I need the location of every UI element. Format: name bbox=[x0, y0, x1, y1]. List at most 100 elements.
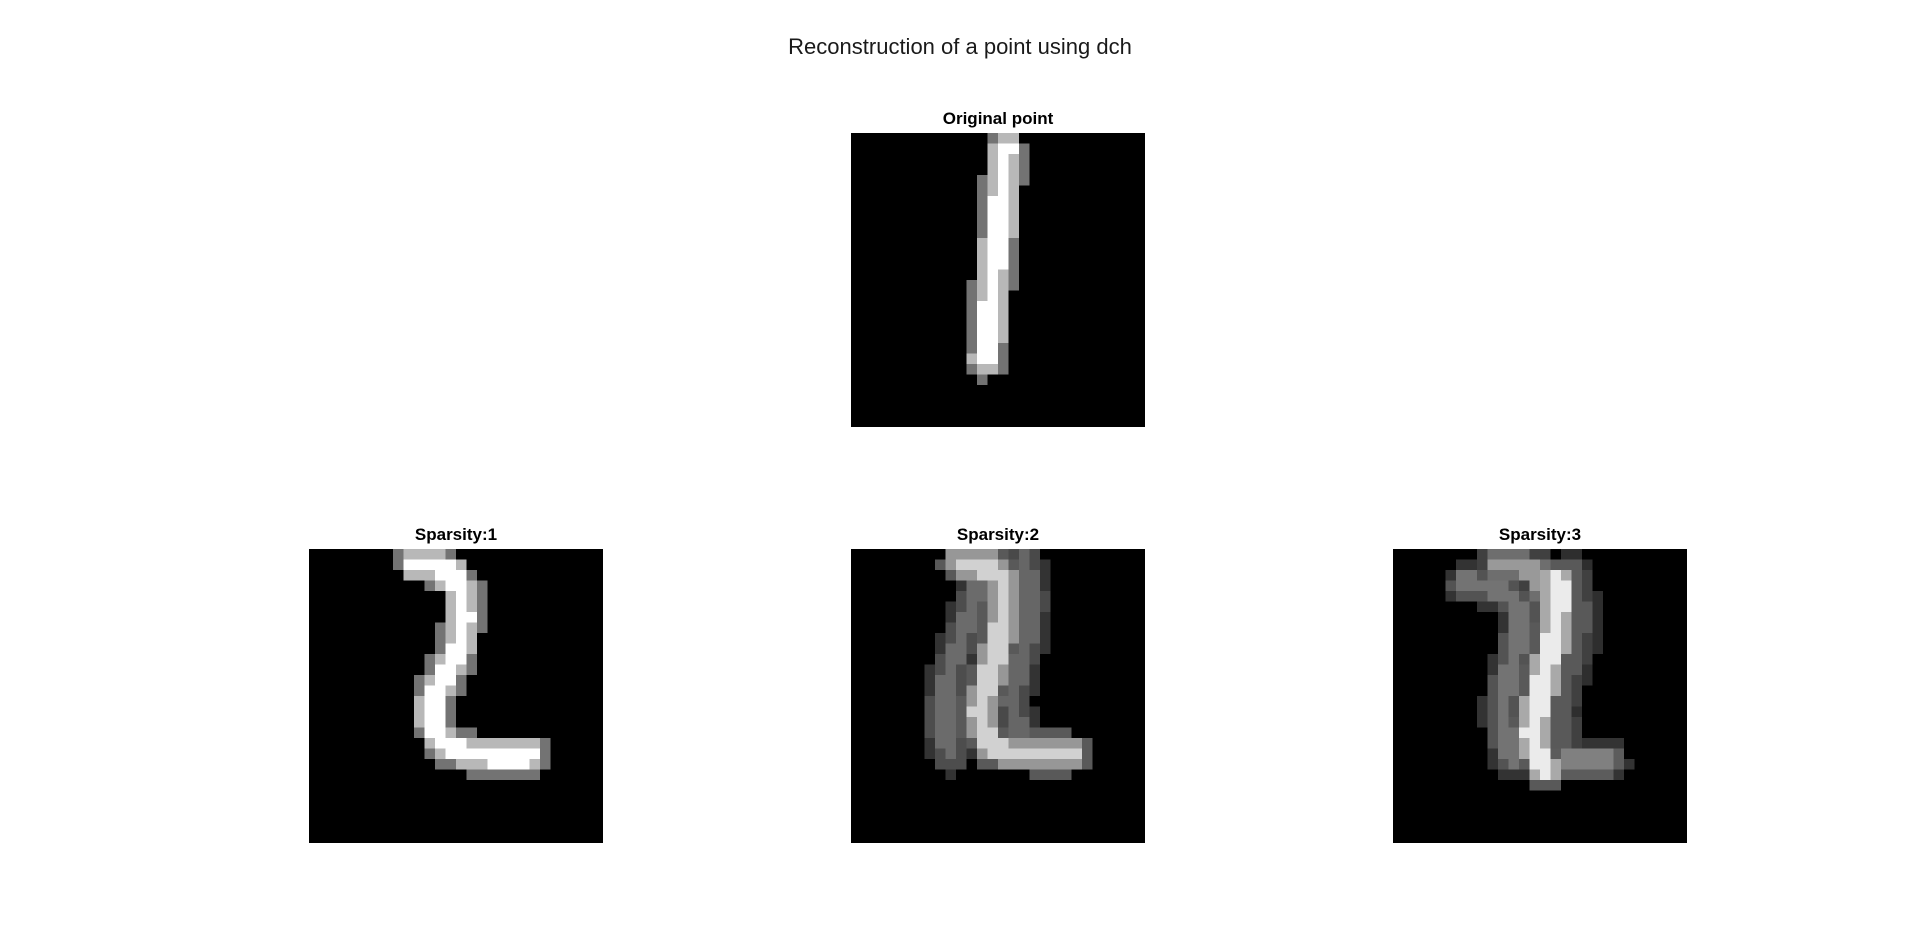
pixel bbox=[1592, 738, 1604, 749]
pixel bbox=[414, 675, 425, 686]
pixel bbox=[966, 290, 978, 302]
pixel bbox=[456, 559, 467, 571]
pixel bbox=[987, 290, 999, 302]
pixel bbox=[487, 759, 499, 770]
pixel bbox=[945, 675, 957, 686]
pixel bbox=[1008, 133, 1020, 144]
pixel bbox=[435, 727, 446, 739]
pixel bbox=[529, 748, 541, 760]
pixel bbox=[456, 570, 467, 581]
pixel bbox=[1582, 591, 1593, 602]
pixel bbox=[977, 290, 988, 302]
pixel bbox=[1477, 549, 1488, 560]
pixel bbox=[998, 164, 1009, 176]
pixel bbox=[1592, 748, 1604, 760]
pixel bbox=[1519, 559, 1530, 571]
pixel bbox=[977, 559, 988, 571]
pixel bbox=[987, 259, 999, 270]
pixel bbox=[977, 654, 988, 665]
pixel bbox=[477, 601, 488, 613]
pixel bbox=[414, 727, 425, 739]
pixel bbox=[966, 332, 978, 344]
pixel bbox=[998, 748, 1009, 760]
pixel bbox=[945, 769, 957, 781]
pixel bbox=[435, 664, 446, 676]
pixel bbox=[945, 643, 957, 655]
pixel bbox=[1550, 612, 1562, 623]
pixel bbox=[1540, 727, 1551, 739]
pixel bbox=[977, 622, 988, 634]
pixel bbox=[987, 322, 999, 333]
pixel bbox=[477, 748, 488, 760]
pixel bbox=[1561, 549, 1572, 560]
pixel bbox=[1487, 591, 1499, 602]
pixel bbox=[1582, 643, 1593, 655]
pixel bbox=[956, 664, 967, 676]
pixel bbox=[435, 570, 446, 581]
pixel bbox=[1019, 622, 1030, 634]
pixel bbox=[1029, 591, 1041, 602]
pixel bbox=[456, 685, 467, 697]
pixel bbox=[998, 280, 1009, 291]
pixel bbox=[998, 343, 1009, 354]
pixel bbox=[1561, 643, 1572, 655]
pixel bbox=[1029, 654, 1041, 665]
pixel bbox=[1529, 769, 1541, 781]
pixel bbox=[956, 727, 967, 739]
pixel bbox=[1582, 622, 1593, 634]
pixel bbox=[435, 685, 446, 697]
pixel bbox=[987, 591, 999, 602]
pixel bbox=[956, 580, 967, 592]
pixel bbox=[1540, 591, 1551, 602]
pixel bbox=[1529, 622, 1541, 634]
pixel bbox=[998, 591, 1009, 602]
pixel bbox=[977, 269, 988, 281]
pixel bbox=[1008, 759, 1020, 770]
pixel bbox=[1561, 633, 1572, 644]
pixel bbox=[445, 633, 457, 644]
pixel bbox=[435, 706, 446, 718]
pixel bbox=[977, 374, 988, 386]
pixel bbox=[414, 570, 425, 581]
pixel bbox=[424, 717, 436, 728]
pixel bbox=[945, 570, 957, 581]
pixel bbox=[924, 706, 936, 718]
pixel bbox=[1008, 622, 1020, 634]
pixel bbox=[1550, 654, 1562, 665]
pixel bbox=[956, 549, 967, 560]
pixel bbox=[987, 133, 999, 144]
pixel bbox=[1498, 559, 1509, 571]
pixel bbox=[1571, 622, 1583, 634]
pixel bbox=[1519, 664, 1530, 676]
pixel bbox=[1519, 738, 1530, 749]
pixel bbox=[1040, 580, 1051, 592]
pixel bbox=[456, 759, 467, 770]
figure-title: Reconstruction of a point using dch bbox=[788, 34, 1132, 59]
pixel bbox=[987, 549, 999, 560]
pixel bbox=[1582, 664, 1593, 676]
pixel bbox=[966, 633, 978, 644]
pixel bbox=[456, 748, 467, 760]
pixel bbox=[966, 622, 978, 634]
pixel bbox=[1529, 570, 1541, 581]
pixel bbox=[1477, 591, 1488, 602]
pixel bbox=[1029, 727, 1041, 739]
pixel bbox=[1029, 580, 1041, 592]
pixel bbox=[519, 759, 530, 770]
pixel bbox=[435, 580, 446, 592]
pixel bbox=[1008, 185, 1020, 197]
pixel bbox=[1008, 738, 1020, 749]
pixel bbox=[1508, 580, 1520, 592]
pixel bbox=[1519, 685, 1530, 697]
pixel bbox=[1540, 738, 1551, 749]
digit-image bbox=[1393, 549, 1687, 843]
pixel bbox=[1571, 549, 1583, 560]
pixel bbox=[1540, 622, 1551, 634]
pixel bbox=[445, 591, 457, 602]
pixel bbox=[1061, 727, 1072, 739]
pixel bbox=[1061, 769, 1072, 781]
pixel bbox=[1008, 269, 1020, 281]
pixel bbox=[1019, 748, 1030, 760]
pixel bbox=[1508, 706, 1520, 718]
pixel bbox=[956, 717, 967, 728]
